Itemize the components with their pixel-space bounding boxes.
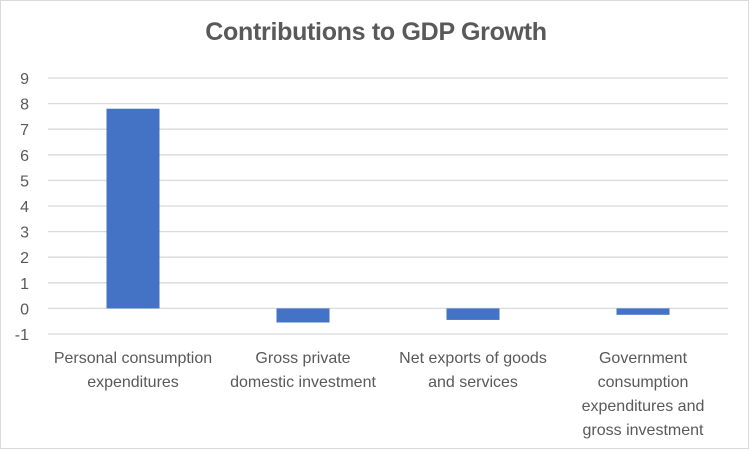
y-tick-label: 5 xyxy=(20,173,29,190)
y-tick-label: 4 xyxy=(20,199,29,216)
y-tick-label: 9 xyxy=(20,71,29,88)
y-tick-label: 1 xyxy=(20,276,29,293)
x-tick-label: gross investment xyxy=(583,422,704,439)
x-tick-label: and services xyxy=(428,374,518,391)
chart-title: Contributions to GDP Growth xyxy=(205,18,547,46)
y-axis-ticks: -1 0 1 2 3 4 5 6 7 8 9 xyxy=(15,71,29,344)
bar xyxy=(616,308,670,315)
x-tick-label: Personal consumption xyxy=(54,350,212,367)
y-tick-label: 8 xyxy=(20,97,29,114)
x-tick-label: consumption xyxy=(598,374,689,391)
gridlines xyxy=(48,77,728,335)
x-axis-labels: Personal consumption expenditures Gross pr… xyxy=(54,350,705,439)
x-tick-label: expenditures and xyxy=(582,398,705,415)
bars xyxy=(106,108,670,323)
bar xyxy=(276,308,330,323)
x-tick-label: expenditures xyxy=(87,374,179,391)
x-tick-label: Gross private xyxy=(255,350,350,367)
bar xyxy=(106,108,160,309)
y-tick-label: 6 xyxy=(20,148,29,165)
y-tick-label: 2 xyxy=(20,250,29,267)
y-tick-label: 3 xyxy=(20,225,29,242)
y-tick-label: 7 xyxy=(20,122,29,139)
y-tick-label: 0 xyxy=(20,301,29,318)
y-tick-label: -1 xyxy=(15,327,29,344)
x-tick-label: domestic investment xyxy=(230,374,376,391)
bar xyxy=(446,308,500,320)
x-tick-label: Net exports of goods xyxy=(399,350,547,367)
x-tick-label: Government xyxy=(599,350,688,367)
